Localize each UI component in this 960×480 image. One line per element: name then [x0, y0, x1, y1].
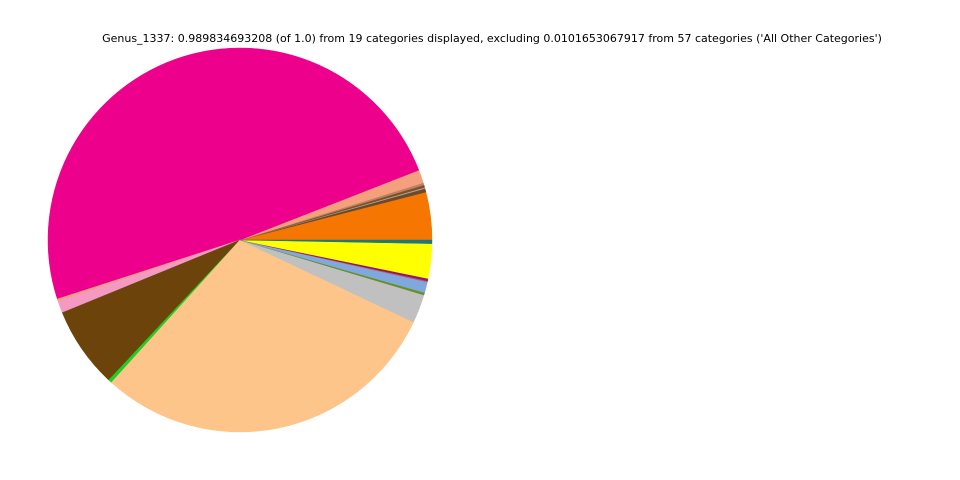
pie-slice — [111, 239, 414, 433]
pie-slice — [47, 47, 420, 300]
pie-slice — [239, 239, 433, 244]
pie — [47, 47, 433, 433]
chart-title: Genus_1337: 0.989834693208 (of 1.0) from… — [102, 32, 882, 45]
